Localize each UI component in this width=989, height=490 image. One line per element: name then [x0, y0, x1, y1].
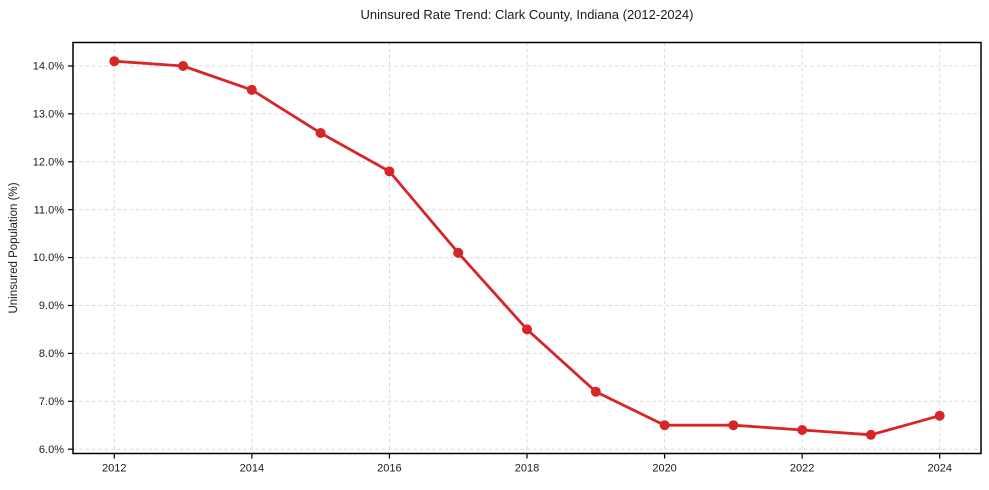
- y-tick-label: 12.0%: [33, 156, 64, 168]
- x-tick-label: 2020: [652, 463, 676, 475]
- x-tick-label: 2016: [377, 463, 401, 475]
- y-tick-label: 6.0%: [39, 444, 64, 456]
- data-point: [865, 429, 876, 440]
- data-point: [246, 84, 257, 95]
- y-tick-label: 8.0%: [39, 348, 64, 360]
- y-tick-label: 7.0%: [39, 396, 64, 408]
- data-point: [453, 247, 464, 258]
- x-tick-label: 2012: [102, 463, 126, 475]
- x-tick-label: 2014: [240, 463, 264, 475]
- tick-label-group: 6.0% 7.0% 8.0% 9.0% 10.0% 11.0% 12.0% 13.0% 14.0…: [33, 61, 952, 475]
- y-tick-label: 11.0%: [34, 204, 65, 216]
- chart-title: Uninsured Rate Trend: Clark County, Indi…: [360, 7, 694, 22]
- y-tick-label: 10.0%: [33, 252, 64, 264]
- data-point: [728, 420, 739, 431]
- data-point: [797, 425, 808, 435]
- data-point: [659, 420, 670, 431]
- y-tick-label: 13.0%: [33, 109, 64, 121]
- x-tick-label: 2024: [927, 463, 951, 475]
- data-point: [384, 166, 395, 177]
- x-tick-label: 2022: [790, 463, 814, 475]
- data-point: [522, 324, 532, 335]
- y-axis-label: Uninsured Population (%): [8, 182, 20, 314]
- data-point: [590, 386, 601, 397]
- data-point: [934, 410, 945, 421]
- data-point: [178, 61, 189, 71]
- y-tick-label: 9.0%: [39, 300, 64, 312]
- x-tick-label: 2018: [515, 463, 539, 475]
- data-point: [315, 128, 326, 138]
- y-tick-label: 14.0%: [33, 61, 64, 73]
- grid-group: [73, 42, 981, 454]
- data-point: [109, 56, 120, 67]
- tick-group: [68, 65, 941, 459]
